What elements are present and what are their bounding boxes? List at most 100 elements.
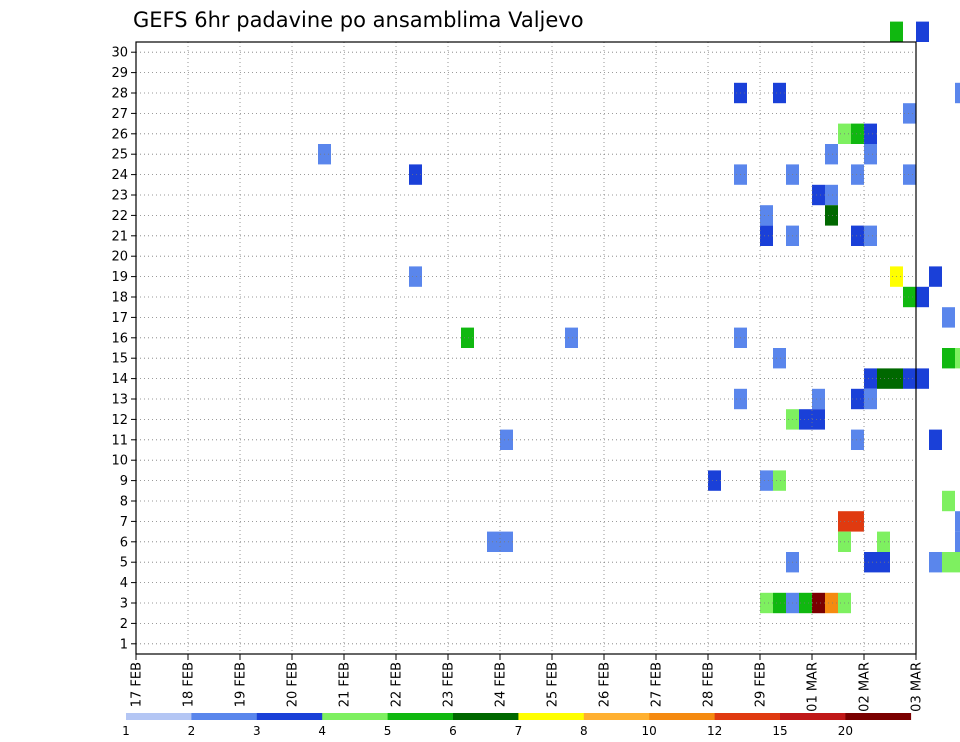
- heatmap-cells: [318, 21, 960, 614]
- heatmap-cell: [942, 490, 955, 512]
- y-tick-label: 24: [111, 168, 128, 183]
- x-axis: 17 FEB 18 FEB 19 FEB 20 FEB 21 FEB 22 FEB 23 F…: [130, 654, 925, 712]
- x-tick-label: 18 FEB: [182, 662, 197, 707]
- x-tick-label: 24 FEB: [494, 662, 509, 707]
- colorbar-segment: [387, 713, 454, 720]
- heatmap-cell: [877, 368, 890, 389]
- heatmap-cell: [760, 205, 773, 226]
- x-tick-label: 27 FEB: [650, 662, 665, 707]
- colorbar-segment: [780, 713, 846, 720]
- heatmap-cell: [760, 225, 773, 246]
- y-tick-label: 16: [111, 331, 128, 346]
- plot-frame: [135, 41, 917, 655]
- colorbar-segment: [714, 713, 781, 720]
- x-tick-label: 03 MAR: [910, 662, 925, 712]
- heatmap-cell: [812, 388, 825, 410]
- x-tick-label: 29 FEB: [754, 662, 769, 707]
- y-tick-label: 2: [120, 617, 128, 632]
- heatmap-cell: [864, 144, 877, 165]
- y-tick-label: 17: [111, 311, 128, 326]
- heatmap-cell: [864, 123, 877, 144]
- heatmap-cell: [955, 82, 960, 104]
- y-tick-label: 21: [111, 229, 128, 244]
- colorbar-segment: [256, 713, 323, 720]
- heatmap-cell: [799, 592, 812, 614]
- heatmap-cell: [825, 592, 838, 614]
- heatmap-cell: [864, 552, 877, 573]
- heatmap-cell: [864, 368, 877, 389]
- y-tick-label: 12: [111, 413, 128, 428]
- x-tick-label: 28 FEB: [702, 662, 717, 707]
- heatmap-cell: [903, 286, 916, 308]
- colorbar: 1 2 3 4 5 6 7 8 10 12 15 20: [122, 713, 912, 738]
- y-tick-label: 18: [111, 291, 128, 306]
- x-tick-label: 25 FEB: [546, 662, 561, 707]
- y-tick-label: 28: [111, 87, 128, 102]
- y-tick-label: 13: [111, 393, 128, 408]
- y-tick-label: 1: [120, 637, 128, 652]
- colorbar-label: 6: [449, 724, 457, 738]
- heatmap-cell: [955, 348, 960, 369]
- colorbar-label: 10: [642, 724, 657, 738]
- y-tick-label: 11: [111, 433, 128, 448]
- colorbar-segment: [322, 713, 388, 720]
- chart-title: GEFS 6hr padavine po ansamblima Valjevo: [133, 8, 584, 32]
- colorbar-label: 20: [838, 724, 853, 738]
- heatmap-cell: [851, 388, 864, 410]
- heatmap-cell: [708, 470, 721, 491]
- heatmap-cell: [929, 266, 942, 287]
- heatmap-cell: [773, 470, 786, 491]
- colorbar-label: 15: [772, 724, 787, 738]
- heatmap-cell: [890, 21, 903, 42]
- heatmap-cell: [955, 531, 960, 552]
- y-tick-label: 22: [111, 209, 128, 224]
- y-axis: 1234567891011121314151617181920212223242…: [111, 46, 136, 652]
- heatmap-cell: [812, 592, 825, 614]
- heatmap-cell: [942, 307, 955, 328]
- heatmap-cell: [409, 266, 422, 287]
- y-tick-label: 7: [120, 515, 128, 530]
- x-tick-label: 17 FEB: [130, 662, 145, 707]
- heatmap-cell: [851, 123, 864, 144]
- y-tick-label: 6: [120, 535, 128, 550]
- y-tick-label: 14: [111, 372, 128, 387]
- heatmap-cell: [760, 592, 773, 614]
- heatmap-cell: [851, 511, 864, 532]
- y-tick-label: 15: [111, 352, 128, 367]
- heatmap-cell: [916, 368, 929, 389]
- colorbar-label: 2: [188, 724, 196, 738]
- heatmap-cell: [825, 184, 838, 206]
- heatmap-cell: [825, 205, 838, 226]
- y-tick-label: 26: [111, 127, 128, 142]
- heatmap-cell: [916, 286, 929, 308]
- colorbar-label: 1: [122, 724, 130, 738]
- x-tick-label: 23 FEB: [442, 662, 457, 707]
- y-tick-label: 30: [111, 46, 128, 61]
- heatmap-cell: [799, 409, 812, 430]
- colorbar-label: 12: [707, 724, 722, 738]
- heatmap-cell: [942, 552, 955, 573]
- heatmap-cell: [955, 552, 960, 573]
- heatmap-cell: [500, 531, 513, 552]
- heatmap-cell: [773, 82, 786, 104]
- y-tick-label: 19: [111, 270, 128, 285]
- heatmap-cell: [409, 164, 422, 185]
- heatmap-cell: [864, 225, 877, 246]
- colorbar-segment: [583, 713, 650, 720]
- y-tick-label: 25: [111, 148, 128, 163]
- heatmap-cell: [877, 531, 890, 552]
- x-tick-label: 20 FEB: [286, 662, 301, 707]
- heatmap-cell: [812, 184, 825, 206]
- x-tick-label: 01 MAR: [806, 662, 821, 712]
- heatmap-cell: [903, 103, 916, 124]
- heatmap-cell: [565, 327, 578, 348]
- colorbar-segment: [649, 713, 715, 720]
- colorbar-label: 5: [384, 724, 392, 738]
- heatmap-cell: [487, 531, 500, 552]
- colorbar-segment: [845, 713, 912, 720]
- y-tick-label: 9: [120, 474, 128, 489]
- colorbar-label: 8: [580, 724, 588, 738]
- heatmap-cell: [812, 409, 825, 430]
- heatmap-cell: [773, 348, 786, 369]
